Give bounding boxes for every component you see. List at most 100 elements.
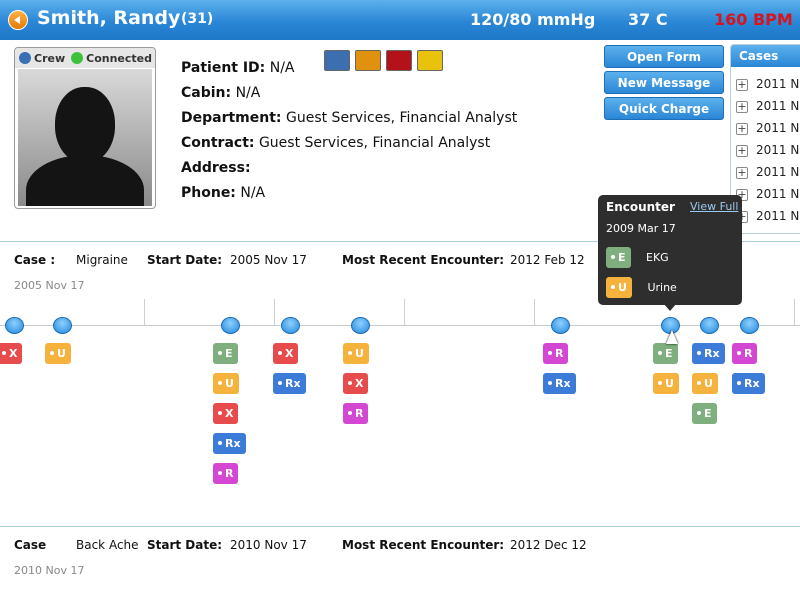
patient-id-label: Patient ID:: [181, 60, 266, 76]
encounter-tag[interactable]: Rx: [692, 343, 725, 364]
case-list-item[interactable]: +2011 No: [736, 165, 800, 179]
encounter-tag[interactable]: E: [213, 343, 238, 364]
cabin-row: Cabin: N/A: [181, 85, 260, 101]
encounter-popup: Encounter View Full 2009 Mar 17 E EKG U …: [598, 195, 742, 305]
case1-recent-value: 2012 Feb 12: [510, 253, 585, 267]
encounter-tag[interactable]: Rx: [732, 373, 765, 394]
department-label: Department:: [181, 110, 282, 126]
status-bar: Crew Connected: [15, 48, 155, 68]
encounter-tag[interactable]: U: [653, 373, 679, 394]
swatch-red[interactable]: [386, 50, 412, 71]
phone-row: Phone: N/A: [181, 185, 265, 201]
open-form-button[interactable]: Open Form: [604, 45, 724, 68]
cabin-value: N/A: [235, 85, 261, 101]
heart-rate: 160 BPM: [714, 10, 793, 29]
encounter-tag[interactable]: R: [543, 343, 569, 364]
case-list-label: 2011 No: [756, 99, 800, 113]
patient-photo-card: Crew Connected: [14, 47, 156, 209]
case2-value: Back Ache: [76, 538, 139, 552]
timeline-tick: [794, 299, 795, 325]
temperature: 37 C: [628, 10, 668, 29]
avatar: [18, 69, 152, 206]
encounter-tag[interactable]: E: [692, 403, 717, 424]
swatch-blue[interactable]: [324, 50, 350, 71]
swatch-orange[interactable]: [355, 50, 381, 71]
connected-status: Connected: [86, 51, 152, 65]
encounter-tag[interactable]: E: [653, 343, 678, 364]
case-list-label: 2011 No: [756, 165, 800, 179]
popup-item: E EKG: [606, 247, 669, 268]
patient-age: (31): [181, 11, 214, 27]
case-list-label: 2011 No: [756, 77, 800, 91]
phone-label: Phone:: [181, 185, 236, 201]
popup-item-label: Urine: [647, 281, 677, 294]
case-list-item[interactable]: +2011 No: [736, 77, 800, 91]
encounter-tag[interactable]: U: [343, 343, 369, 364]
encounter-node[interactable]: [700, 317, 719, 334]
encounter-tag[interactable]: X: [213, 403, 239, 424]
hand-cursor-icon: [666, 330, 678, 344]
encounter-node[interactable]: [221, 317, 240, 334]
encounter-node[interactable]: [53, 317, 72, 334]
cabin-label: Cabin:: [181, 85, 232, 101]
case-separator: [0, 241, 800, 242]
swatch-yellow[interactable]: [417, 50, 443, 71]
expand-plus-icon[interactable]: +: [736, 166, 748, 179]
case-list-label: 2011 No: [756, 209, 800, 223]
avatar-head-icon: [55, 87, 115, 163]
encounter-tag[interactable]: X: [0, 343, 23, 364]
popup-tag: E: [606, 247, 631, 268]
case2-recent-label: Most Recent Encounter:: [342, 538, 505, 552]
case1-value: Migraine: [76, 253, 128, 267]
encounter-tag[interactable]: R: [213, 463, 239, 484]
back-button[interactable]: [8, 10, 28, 30]
encounter-tag[interactable]: Rx: [213, 433, 246, 454]
case2-recent-value: 2012 Dec 12: [510, 538, 587, 552]
expand-plus-icon[interactable]: +: [736, 78, 748, 91]
patient-id-row: Patient ID: N/A: [181, 60, 295, 76]
cases-panel: Cases +2011 No+2011 No+2011 No+2011 No+2…: [730, 44, 800, 234]
phone-value: N/A: [240, 185, 266, 201]
case2-sub-date: 2010 Nov 17: [14, 564, 85, 577]
contract-row: Contract: Guest Services, Financial Anal…: [181, 135, 490, 151]
encounter-tag[interactable]: X: [343, 373, 369, 394]
timeline-tick: [534, 299, 535, 325]
blood-pressure: 120/80 mmHg: [470, 10, 596, 29]
case-list-item[interactable]: +2011 No: [736, 99, 800, 113]
quick-charge-button[interactable]: Quick Charge: [604, 97, 724, 120]
view-full-link[interactable]: View Full: [690, 200, 739, 213]
case-list-item[interactable]: +2011 No: [736, 187, 800, 201]
patient-id-value: N/A: [269, 60, 295, 76]
encounter-tag[interactable]: R: [732, 343, 758, 364]
encounter-tag[interactable]: Rx: [273, 373, 306, 394]
case-list-item[interactable]: +2011 No: [736, 121, 800, 135]
case-list-label: 2011 No: [756, 187, 800, 201]
encounter-node[interactable]: [5, 317, 24, 334]
new-message-button[interactable]: New Message: [604, 71, 724, 94]
encounter-node[interactable]: [740, 317, 759, 334]
case1-start-value: 2005 Nov 17: [230, 253, 307, 267]
timeline-tick: [274, 299, 275, 325]
case-list-item[interactable]: +2011 No: [736, 209, 800, 223]
case2-label: Case: [14, 538, 47, 552]
timeline-tick: [144, 299, 145, 325]
expand-plus-icon[interactable]: +: [736, 122, 748, 135]
encounter-tag[interactable]: R: [343, 403, 369, 424]
encounter-node[interactable]: [351, 317, 370, 334]
encounter-tag[interactable]: X: [273, 343, 299, 364]
encounter-node[interactable]: [551, 317, 570, 334]
expand-plus-icon[interactable]: +: [736, 100, 748, 113]
encounter-tag[interactable]: Rx: [543, 373, 576, 394]
expand-plus-icon[interactable]: +: [736, 144, 748, 157]
case2-start-value: 2010 Nov 17: [230, 538, 307, 552]
encounter-tag[interactable]: U: [213, 373, 239, 394]
encounter-tag[interactable]: U: [692, 373, 718, 394]
contract-value: Guest Services, Financial Analyst: [258, 135, 491, 151]
case1-start-label: Start Date:: [147, 253, 223, 267]
encounter-tag[interactable]: U: [45, 343, 71, 364]
encounter-node[interactable]: [281, 317, 300, 334]
popup-date: 2009 Mar 17: [606, 222, 676, 235]
case-list-label: 2011 No: [756, 121, 800, 135]
case1-recent-label: Most Recent Encounter:: [342, 253, 505, 267]
case-list-item[interactable]: +2011 No: [736, 143, 800, 157]
